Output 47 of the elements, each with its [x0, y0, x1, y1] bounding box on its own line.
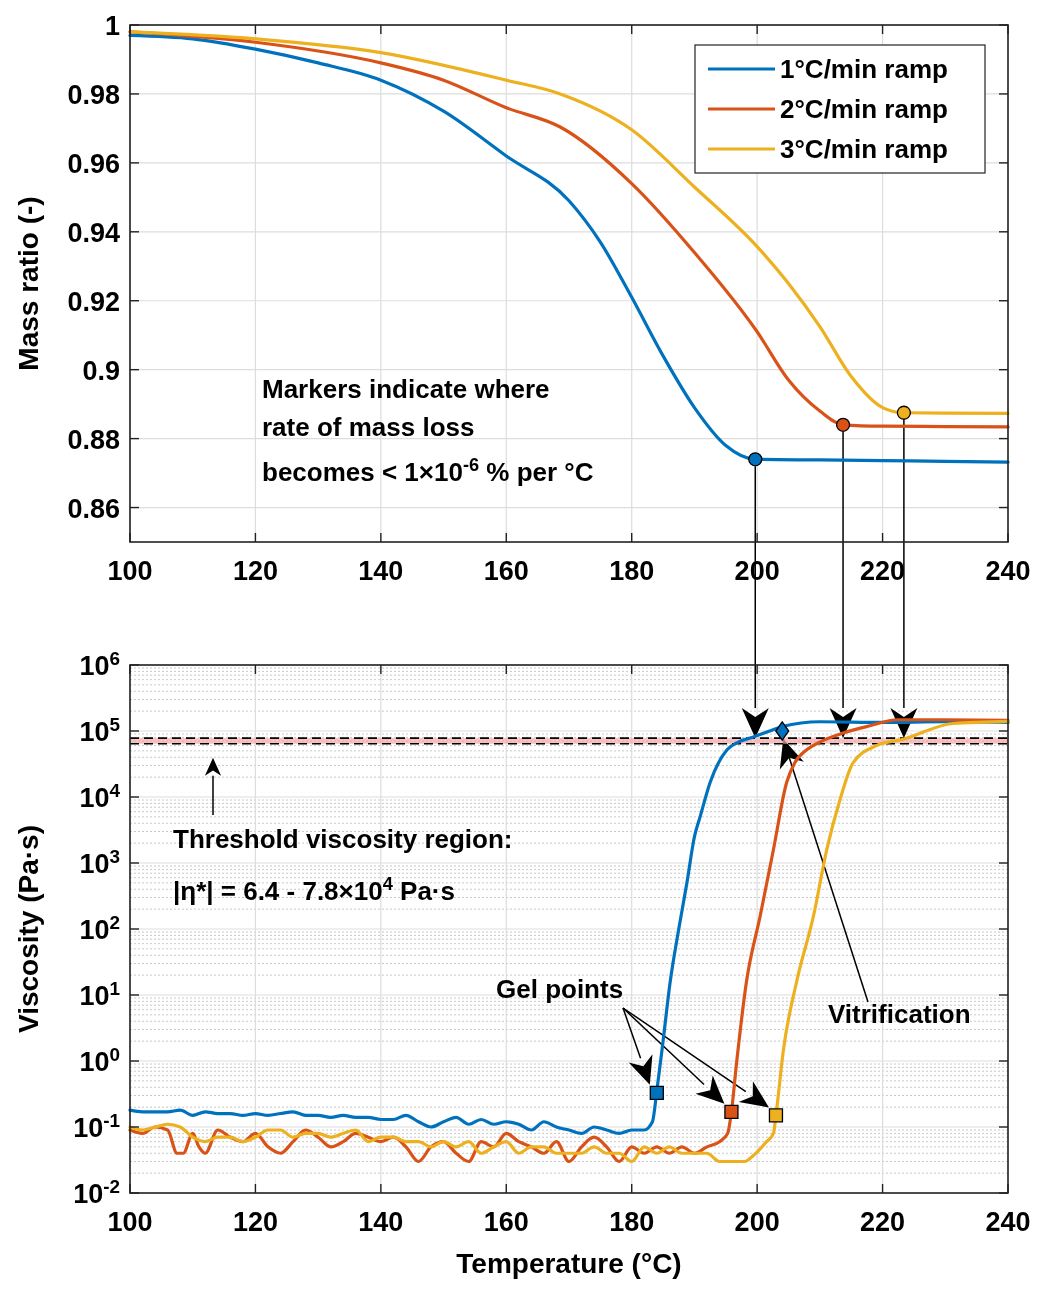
annotation: becomes < 1×10$^{-6}$ % per °C [262, 455, 594, 487]
y-tick-label: 1 [104, 11, 120, 41]
x-tick-label: 160 [483, 556, 529, 586]
y-tick-label: 10$^{6}$ [79, 647, 120, 681]
x-tick-label: 220 [860, 1207, 906, 1237]
x-tick-label: 160 [483, 1207, 529, 1237]
y-tick-label: 10$^{3}$ [79, 845, 120, 879]
y-axis-title: Viscosity (Pa·s) [13, 824, 44, 1034]
annotation: Threshold viscosity region: [173, 824, 513, 854]
y-tick-label: 10$^{5}$ [79, 713, 120, 747]
annotation: Gel points [496, 974, 624, 1004]
legend-label: 3°C/min ramp [780, 134, 948, 164]
y-tick-label: 0.86 [67, 493, 120, 524]
x-tick-label: 100 [107, 1207, 153, 1237]
y-tick-label: 10$^{-2}$ [73, 1175, 120, 1209]
x-axis-title: Temperature (°C) [456, 1248, 682, 1279]
y-axis-title: Mass ratio (-) [13, 196, 44, 371]
y-tick-label: 0.88 [67, 424, 120, 455]
y-tick-label: 10$^{0}$ [79, 1043, 120, 1077]
x-tick-label: 140 [358, 556, 404, 586]
x-tick-label: 180 [609, 1207, 655, 1237]
x-tick-label: 120 [232, 1207, 278, 1237]
annotation: Markers indicate where [262, 374, 550, 404]
y-tick-label: 0.96 [67, 148, 120, 179]
x-tick-label: 120 [232, 556, 278, 586]
annotation: Vitrification [828, 999, 971, 1029]
y-tick-label: 0.92 [67, 286, 120, 317]
y-tick-label: 10$^{4}$ [79, 779, 121, 813]
legend-label: 1°C/min ramp [780, 54, 948, 84]
x-tick-label: 140 [358, 1207, 404, 1237]
y-tick-label: 0.94 [67, 217, 120, 248]
annotation: rate of mass loss [262, 412, 475, 442]
y-tick-label: 10$^{-1}$ [73, 1109, 120, 1143]
x-tick-label: 200 [734, 1207, 780, 1237]
annotation: |η*| = 6.4 - 7.8×10$^{4}$ Pa·s [173, 874, 455, 906]
y-tick-label: 0.9 [82, 355, 120, 386]
point [724, 1104, 739, 1119]
x-tick-label: 240 [985, 1207, 1031, 1237]
point [768, 1108, 784, 1123]
x-tick-label: 100 [107, 556, 153, 586]
point [775, 721, 790, 741]
x-tick-label: 180 [609, 556, 655, 586]
y-tick-label: 0.98 [67, 79, 120, 110]
x-tick-label: 240 [985, 556, 1031, 586]
y-tick-label: 10$^{1}$ [79, 977, 120, 1011]
legend-label: 2°C/min ramp [780, 94, 948, 124]
y-tick-label: 10$^{2}$ [79, 911, 120, 945]
